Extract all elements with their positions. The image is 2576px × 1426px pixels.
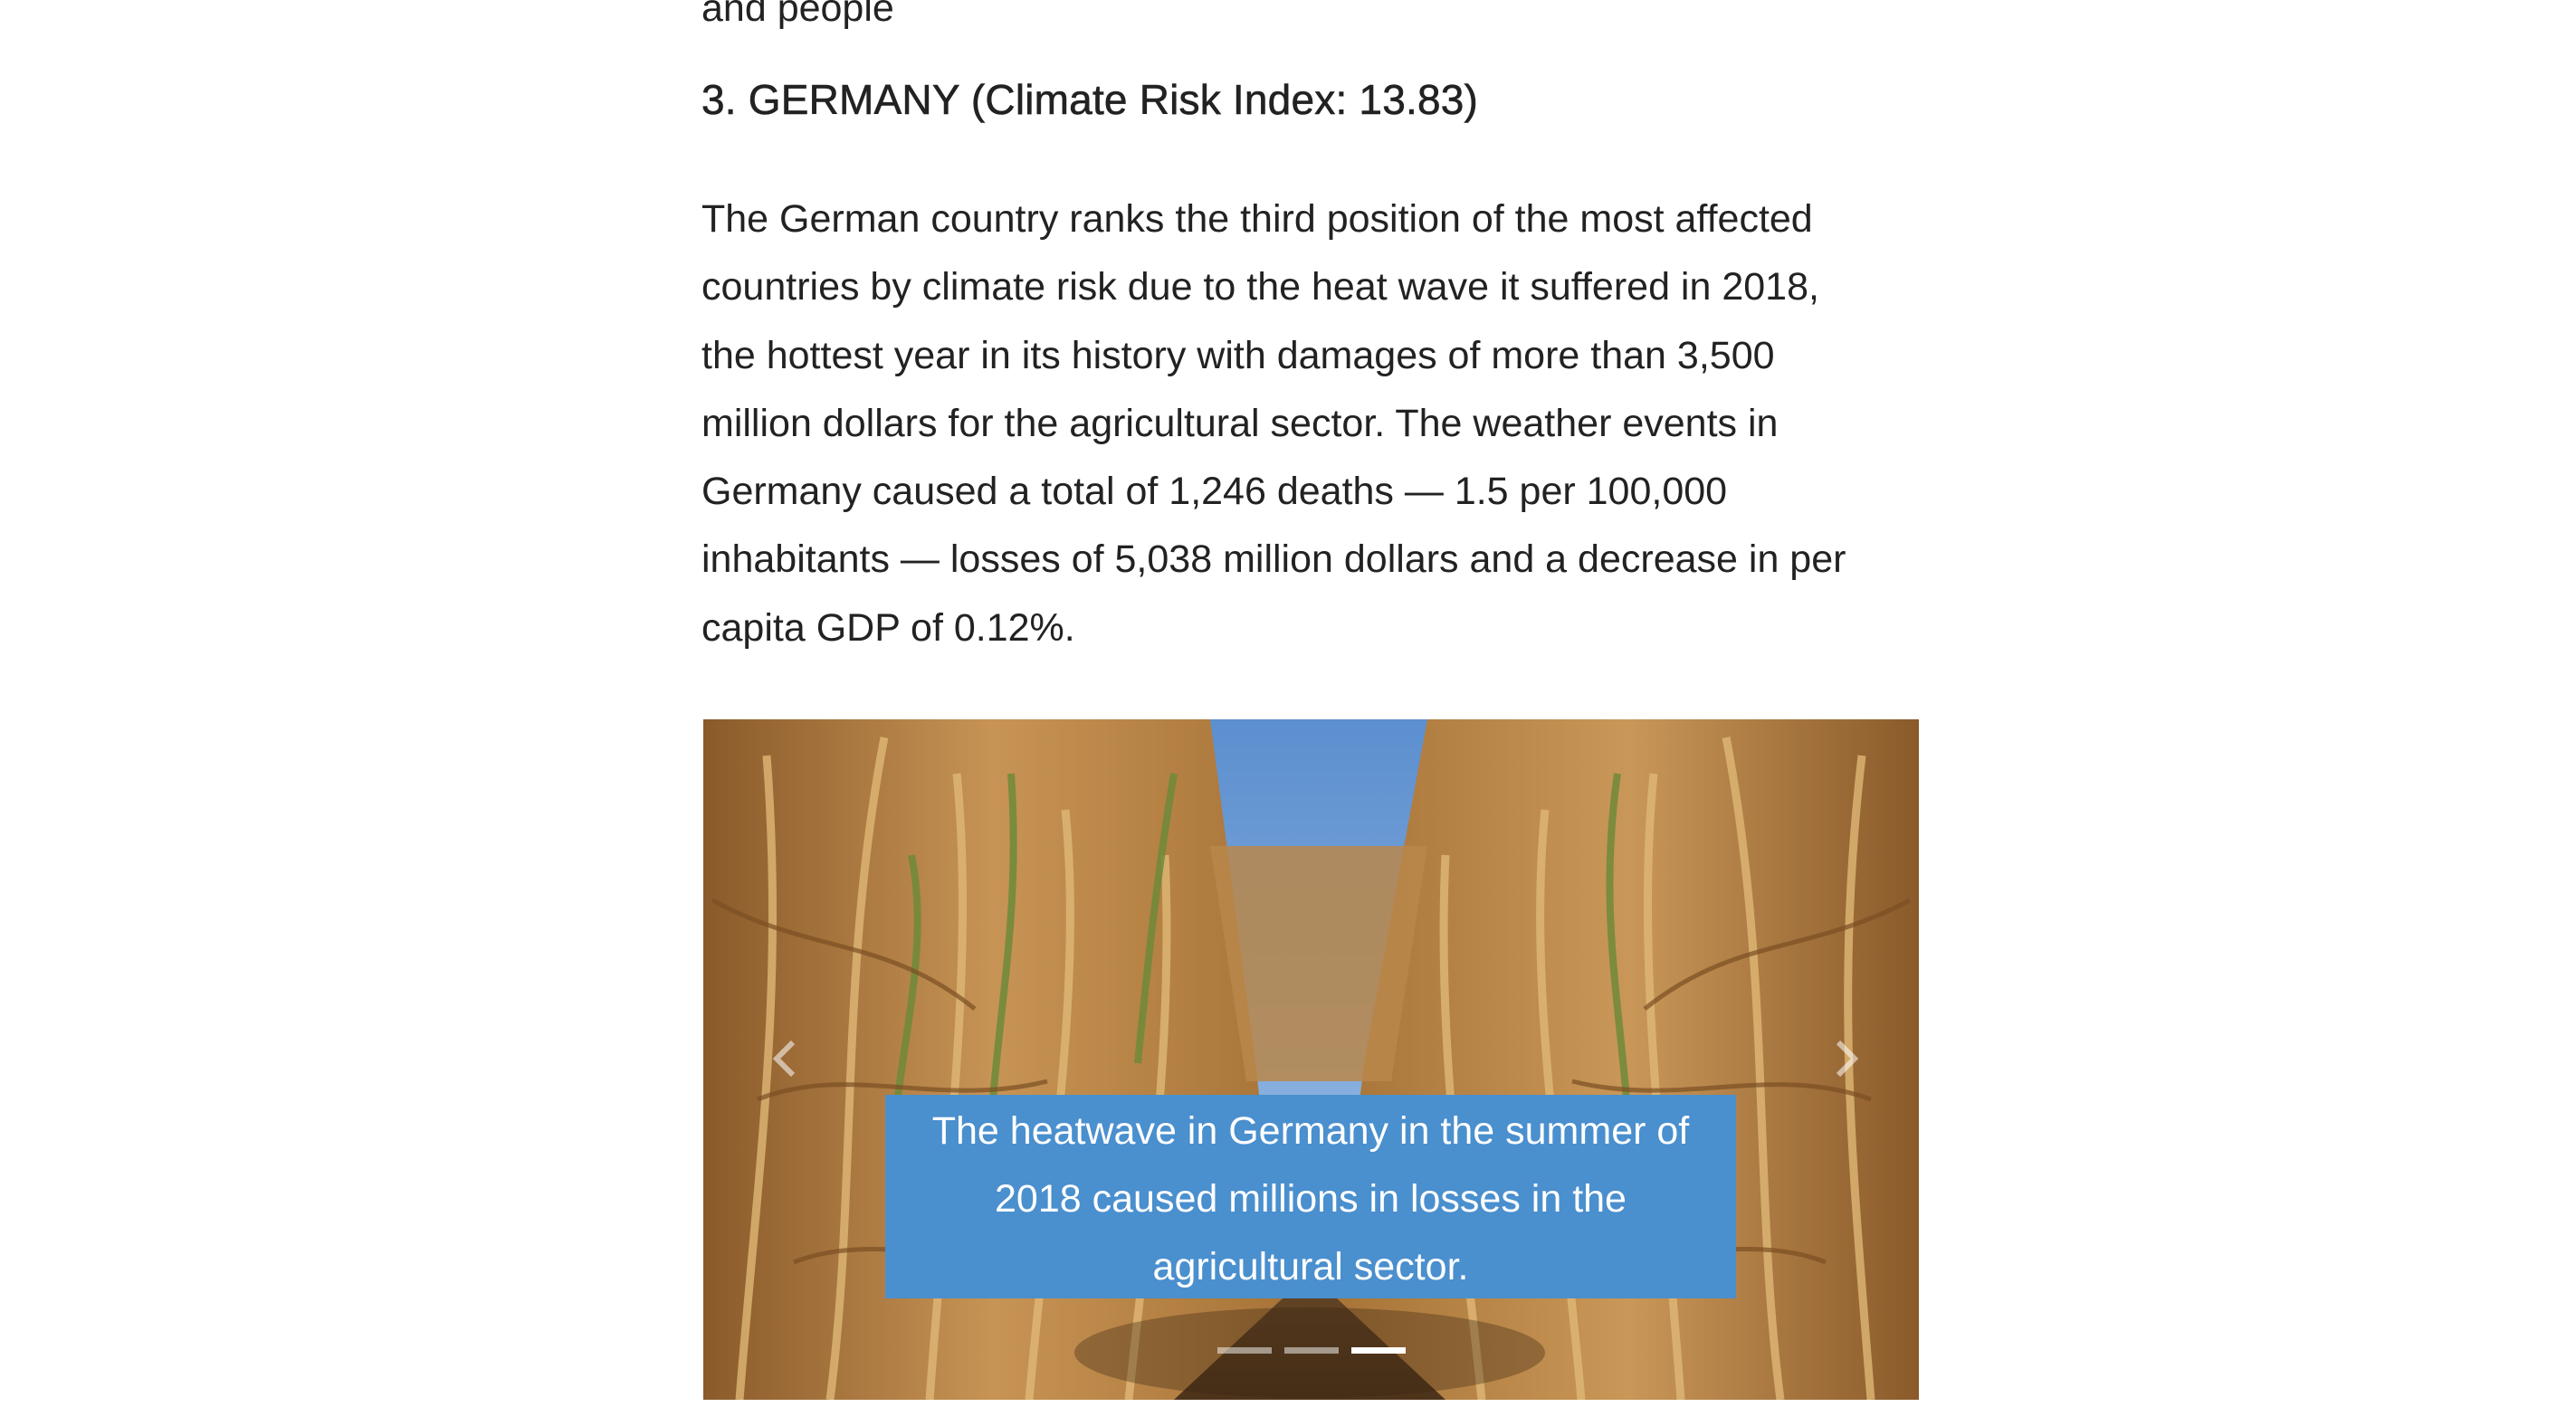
previous-paragraph-fragment: and people bbox=[701, 0, 894, 30]
image-carousel[interactable]: The heatwave in Germany in the summer of… bbox=[703, 719, 1919, 1400]
carousel-next-button[interactable] bbox=[1810, 1018, 1883, 1099]
paragraph-line: Germany caused a total of 1,246 deaths —… bbox=[701, 470, 1728, 514]
paragraph-line: inhabitants — losses of 5,038 million do… bbox=[701, 537, 1846, 582]
paragraph-line: capita GDP of 0.12%. bbox=[701, 605, 1075, 650]
section-paragraph: The German country ranks the third posit… bbox=[701, 185, 1916, 662]
paragraph-line: countries by climate risk due to the hea… bbox=[701, 265, 1819, 309]
carousel-indicator-1[interactable] bbox=[1216, 1347, 1272, 1354]
caption-line: agricultural sector. bbox=[1152, 1245, 1469, 1288]
chevron-left-icon bbox=[772, 1040, 796, 1078]
carousel-indicator-2[interactable] bbox=[1283, 1347, 1339, 1354]
chevron-right-icon bbox=[1836, 1040, 1859, 1078]
paragraph-line: the hottest year in its history with dam… bbox=[701, 333, 1775, 377]
carousel-indicators bbox=[703, 1347, 1919, 1354]
paragraph-line: million dollars for the agricultural sec… bbox=[701, 401, 1779, 445]
section-heading: 3. GERMANY (Climate Risk Index: 13.83) bbox=[701, 76, 1479, 124]
carousel-prev-button[interactable] bbox=[749, 1018, 821, 1099]
caption-line: The heatwave in Germany in the summer of bbox=[931, 1109, 1690, 1153]
carousel-caption: The heatwave in Germany in the summer of… bbox=[885, 1095, 1736, 1298]
paragraph-line: The German country ranks the third posit… bbox=[701, 197, 1813, 241]
caption-line: 2018 caused millions in losses in the bbox=[995, 1177, 1627, 1221]
carousel-indicator-3[interactable] bbox=[1350, 1347, 1406, 1354]
